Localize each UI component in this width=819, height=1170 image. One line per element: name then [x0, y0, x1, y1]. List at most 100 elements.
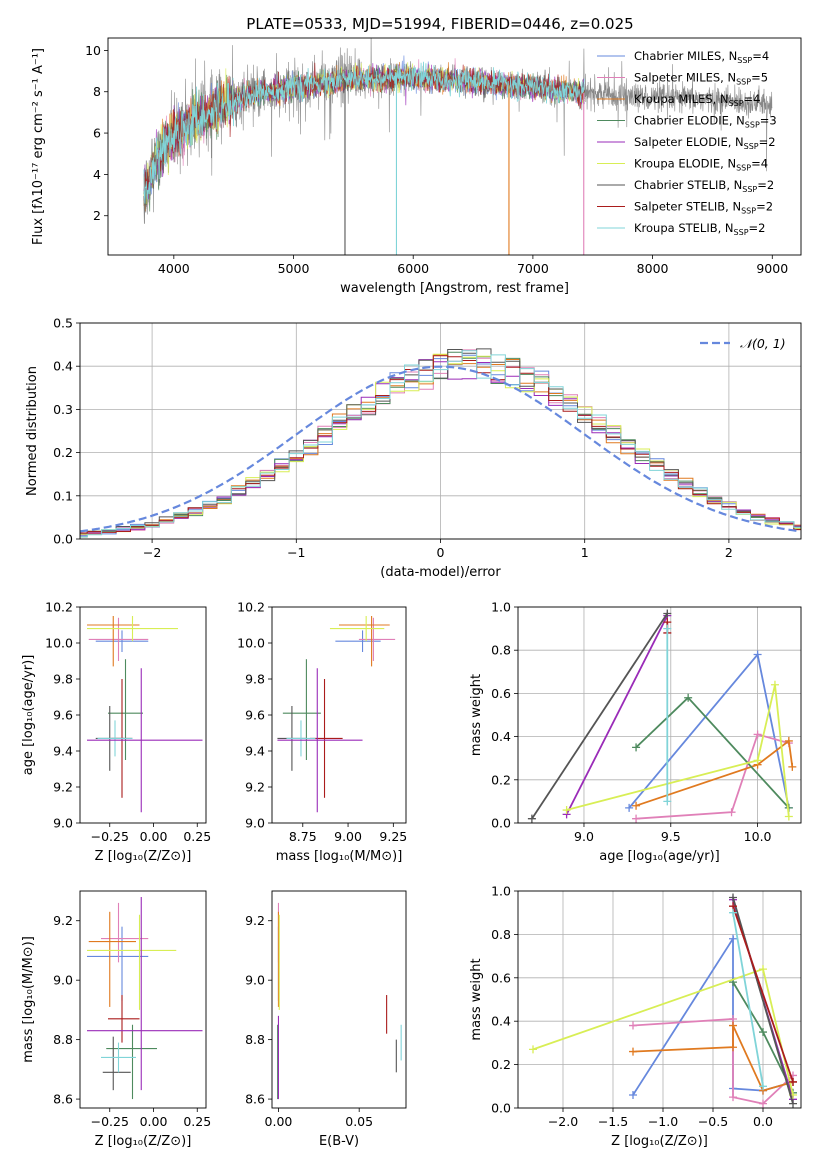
y-tick-label: 1.0 [491, 884, 511, 899]
x-tick-label: 0.0 [753, 1114, 773, 1129]
y-tick-label: 0.2 [491, 1057, 511, 1072]
data-point [729, 934, 737, 943]
ebv-mass-ticks: 0.00 0.05 8.6 8.8 9.0 9.2 E(B-V) [245, 890, 407, 1149]
x-axis-label: (data-model)/error [380, 565, 501, 580]
y-tick-label: 9.4 [245, 744, 265, 759]
z-weight-plot [529, 893, 797, 1108]
x-tick-label: 6000 [397, 261, 429, 276]
age-weight-axes [518, 606, 801, 824]
series-line [732, 905, 794, 1083]
x-tick-label: 4000 [158, 261, 190, 276]
errorbar-kroupa-stelib [97, 720, 133, 757]
legend-label: Chabrier MILES, NSSP=4 [634, 49, 769, 65]
mass-age-ticks: 8.75 9.00 9.25 9.0 9.2 9.4 9.6 9.8 10.0 10.2 mass … [237, 600, 407, 865]
y-tick-label: 9.6 [245, 708, 265, 723]
data-point [632, 814, 641, 823]
y-tick-label: 0.5 [53, 316, 73, 331]
x-tick-label: 5000 [278, 261, 310, 276]
errorbar-salpeter-elodie [87, 668, 203, 813]
x-tick-label: 9.0 [574, 829, 594, 844]
y-tick-label: 4 [93, 167, 101, 182]
series-line [635, 739, 794, 807]
x-tick-label: 9.5 [661, 829, 681, 844]
y-tick-label: 0.2 [491, 772, 511, 787]
x-tick-label: −1.5 [598, 1114, 628, 1129]
y-tick-label: 8.6 [53, 1092, 73, 1107]
data-point [729, 1043, 737, 1052]
x-tick-label: 0 [437, 545, 445, 560]
axes-frame [79, 322, 802, 540]
errorbar-chabrier-elodie [108, 659, 143, 760]
histogram-kroupa-stelib [80, 350, 801, 538]
data-point [753, 756, 762, 765]
data-point [759, 1082, 767, 1091]
data-point [753, 730, 762, 739]
gaussian-reference-curve [80, 365, 799, 533]
data-point [789, 1077, 797, 1086]
y-tick-label: 8.8 [245, 1032, 265, 1047]
legend-label: Salpeter ELODIE, NSSP=2 [634, 135, 776, 151]
histogram-plot [80, 348, 801, 538]
y-tick-label: 9.2 [53, 913, 73, 928]
data-point [684, 693, 693, 702]
errorbar-salpeter-elodie [277, 668, 363, 813]
series-kroupa-stelib [729, 908, 767, 1091]
data-point [629, 1047, 637, 1056]
x-tick-label: 1 [581, 545, 589, 560]
data-point [770, 680, 779, 689]
x-tick-label: 0.00 [140, 1114, 168, 1129]
y-tick-label: 10.0 [45, 636, 73, 651]
legend-value: =3 [760, 114, 777, 128]
x-tick-label: 10.0 [744, 829, 772, 844]
y-tick-label: 2 [93, 208, 101, 223]
y-tick-label: 8.8 [53, 1032, 73, 1047]
legend-value: =2 [759, 135, 776, 149]
errorbar-salpeter-miles [88, 617, 149, 661]
data-point [788, 762, 797, 771]
y-tick-label: 0.3 [53, 402, 73, 417]
data-point [784, 736, 793, 745]
errorbar-kroupa-stelib [101, 1042, 136, 1073]
y-tick-label: 8.6 [245, 1092, 265, 1107]
legend-label: Kroupa MILES, NSSP=4 [634, 92, 760, 108]
y-tick-label: 0.0 [53, 532, 73, 547]
y-tick-label: 10.2 [45, 600, 73, 615]
y-tick-label: 10.2 [237, 600, 265, 615]
errorbar-kroupa-miles [88, 911, 136, 1007]
legend-value: =4 [752, 49, 769, 63]
y-tick-label: 9.4 [53, 744, 73, 759]
y-tick-label: 10.0 [237, 636, 265, 651]
y-tick-label: 6 [93, 126, 101, 141]
y-axis-label: mass weight [469, 674, 484, 756]
errorbar-chabrier-elodie [106, 1024, 157, 1100]
ebv-mass-plot [277, 902, 402, 1100]
x-axis-label: Z [log₁₀(Z/Z⊙)] [95, 849, 192, 864]
y-tick-label: 0.4 [491, 1014, 511, 1029]
y-tick-label: 0.8 [491, 643, 511, 658]
series-kroupa-miles [632, 736, 797, 810]
histogram-salpeter-stelib [80, 355, 801, 534]
series-line [635, 696, 790, 809]
z-mass-plot [87, 896, 203, 1100]
errorbar-chabrier-stelib [102, 1036, 131, 1091]
errorbar-salpeter-stelib [108, 995, 140, 1043]
data-point [789, 1099, 797, 1108]
legend-value: =4 [744, 92, 761, 106]
x-axis-label: Z [log₁₀(Z/Z⊙)] [611, 1134, 708, 1149]
legend-subscript: SSP [736, 164, 751, 173]
legend-subscript: SSP [729, 99, 744, 108]
x-tick-label: −2 [143, 545, 161, 560]
x-tick-label: −1.0 [648, 1114, 678, 1129]
x-tick-label: 0.00 [265, 1114, 293, 1129]
x-tick-label: 7000 [517, 261, 549, 276]
y-tick-label: 9.0 [245, 816, 265, 831]
y-axis-label: mass weight [469, 958, 484, 1040]
legend-label: Salpeter MILES, NSSP=5 [634, 71, 768, 87]
series-line [732, 912, 764, 1087]
data-point [729, 1021, 737, 1030]
x-axis-label: E(B-V) [319, 1134, 359, 1149]
axes-frame [517, 890, 802, 1109]
x-tick-label: 0.25 [183, 1114, 211, 1129]
legend-value: =2 [757, 178, 774, 192]
